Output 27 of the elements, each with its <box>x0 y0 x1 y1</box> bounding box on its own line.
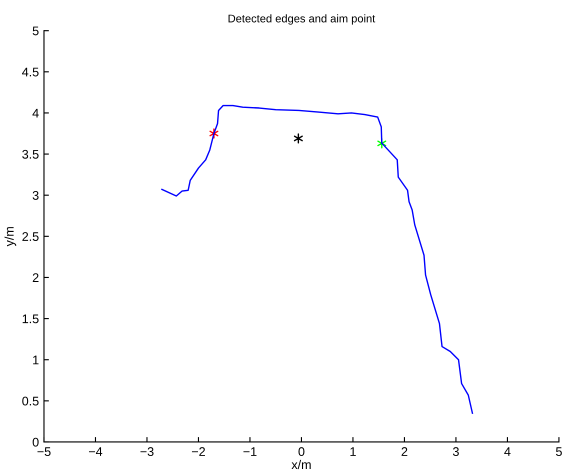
chart-title: Detected edges and aim point <box>228 14 376 25</box>
x-tick-label: −5 <box>37 447 51 456</box>
x-tick-label: −4 <box>88 447 102 456</box>
y-tick-label: 1.5 <box>22 314 39 324</box>
line-series <box>161 104 474 414</box>
y-tick-label: 1 <box>33 356 39 364</box>
y-tick-label: 4.5 <box>22 68 39 76</box>
x-axis-title: x/m <box>292 460 311 470</box>
x-tick-label: 0 <box>298 447 304 456</box>
x-tick-label: −3 <box>140 447 154 456</box>
y-tick-label: 2.5 <box>22 232 39 241</box>
x-tick-label: 3 <box>452 447 459 456</box>
y-axis-title: y/m <box>4 227 16 246</box>
point <box>294 133 303 144</box>
x-tick-label: 1 <box>350 447 356 456</box>
x-tick-label: −2 <box>192 447 205 456</box>
x-tick-label: 4 <box>504 447 511 456</box>
y-tick-label: 3 <box>32 191 39 200</box>
y-tick-label: 0 <box>32 438 39 447</box>
x-tick-label: −1 <box>243 447 256 456</box>
y-tick-label: 2 <box>32 273 38 282</box>
y-tick-label: 3.5 <box>22 150 39 159</box>
x-tick-label: 5 <box>556 447 562 456</box>
y-tick-label: 4 <box>32 108 39 118</box>
x-tick-label: 2 <box>402 447 408 456</box>
y-tick-label: 0.5 <box>22 396 39 406</box>
y-tick-label: 5 <box>32 26 39 36</box>
